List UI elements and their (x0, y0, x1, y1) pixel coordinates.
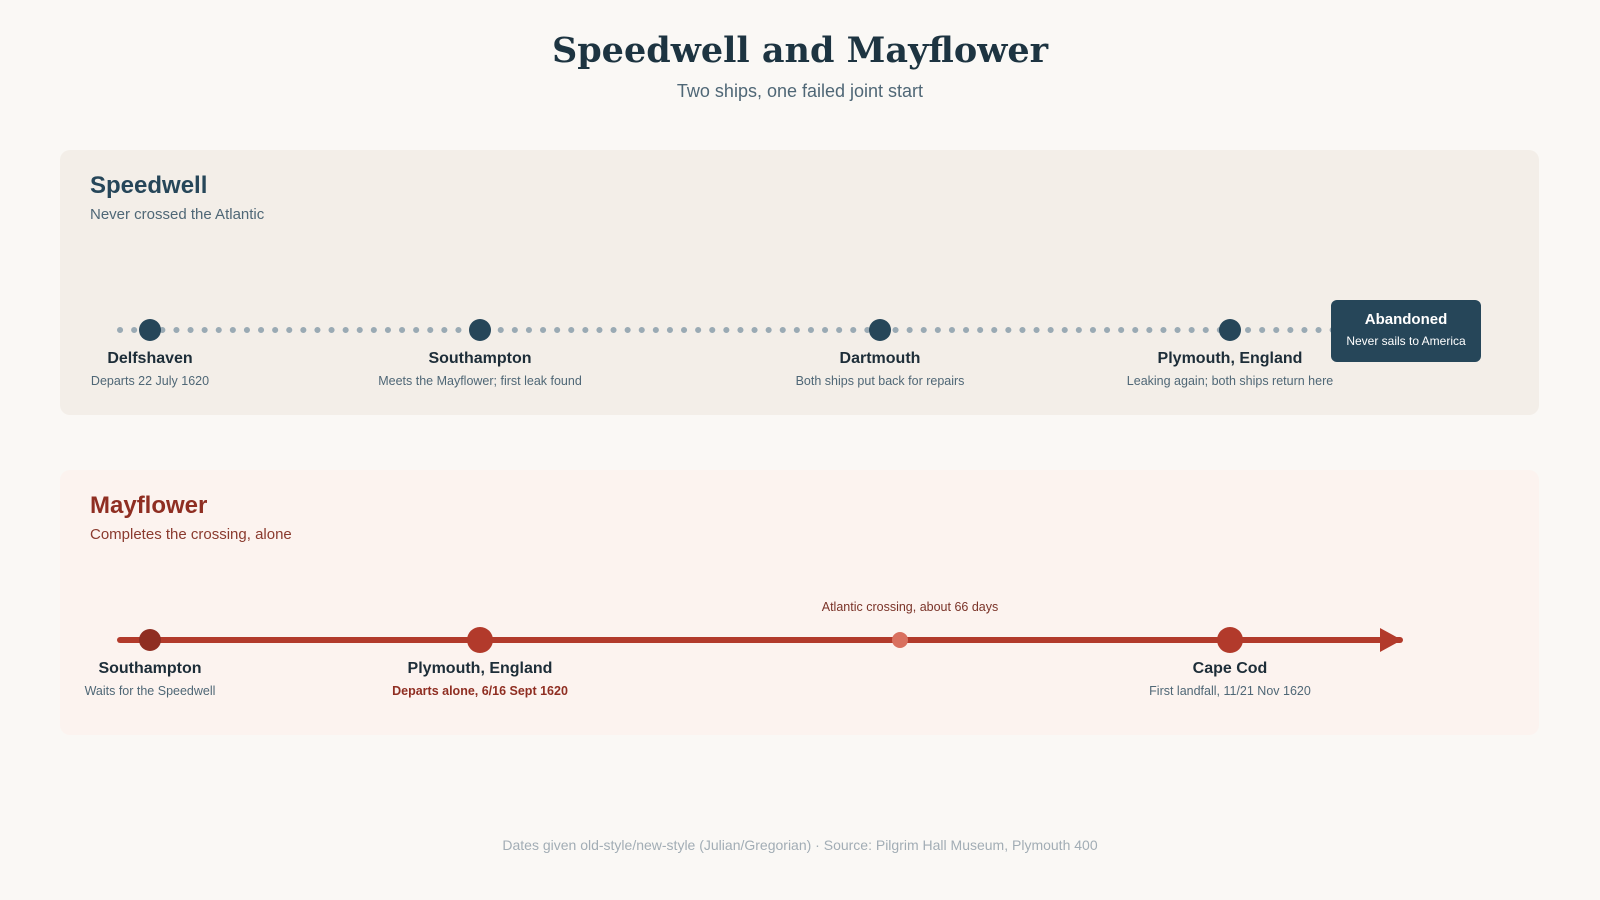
mayflower-subtitle: Completes the crossing, alone (90, 526, 292, 543)
stop-note: Departs 22 July 1620 (90, 374, 210, 388)
speedwell-stop-delfshaven: Delfshaven Departs 22 July 1620 (0, 350, 300, 388)
abandoned-note: Never sails to America (1346, 334, 1466, 348)
mayflower-stop-southampton: Southampton Waits for the Speedwell (0, 660, 300, 698)
mayflower-panel: Mayflower Completes the crossing, alone … (60, 470, 1539, 735)
stop-note: First landfall, 11/21 Nov 1620 (1149, 684, 1311, 698)
speedwell-subtitle: Never crossed the Atlantic (90, 206, 265, 223)
speedwell-title: Speedwell (90, 172, 208, 199)
speedwell-node-plymouth (1219, 319, 1241, 341)
mayflower-node-midocean (892, 632, 908, 648)
stop-name: Plymouth, England (407, 660, 553, 677)
stop-note: Meets the Mayflower; first leak found (378, 374, 582, 388)
mayflower-title: Mayflower (90, 492, 208, 519)
mayflower-node-southampton (139, 629, 161, 651)
stop-name: Plymouth, England (1157, 350, 1303, 367)
mayflower-node-plymouth (467, 627, 493, 653)
mayflower-stop-plymouth: Plymouth, England Departs alone, 6/16 Se… (330, 660, 630, 698)
stop-name: Southampton (98, 660, 202, 677)
stop-note: Leaking again; both ships return here (1126, 374, 1334, 388)
speedwell-stop-southampton: Southampton Meets the Mayflower; first l… (330, 350, 630, 388)
stop-note: Waits for the Speedwell (84, 684, 216, 698)
stop-name: Southampton (428, 350, 532, 367)
page-title: Speedwell and Mayflower (551, 30, 1049, 71)
stop-name: Cape Cod (1192, 660, 1268, 677)
stop-name: Dartmouth (839, 350, 921, 367)
speedwell-stop-plymouth: Plymouth, England Leaking again; both sh… (1080, 350, 1380, 388)
stop-note: Departs alone, 6/16 Sept 1620 (392, 684, 568, 698)
mayflower-arrowhead-icon (1380, 628, 1402, 652)
speedwell-node-delfshaven (139, 319, 161, 341)
abandoned-badge: Abandoned Never sails to America (1331, 300, 1481, 362)
speedwell-node-dartmouth (869, 319, 891, 341)
footer-source-note: Dates given old-style/new-style (Julian/… (502, 837, 1098, 853)
speedwell-stop-dartmouth: Dartmouth Both ships put back for repair… (730, 350, 1030, 388)
stop-note: Both ships put back for repairs (795, 374, 965, 388)
abandoned-title: Abandoned (1364, 311, 1448, 328)
speedwell-track (117, 319, 1483, 341)
mayflower-track (117, 627, 1403, 653)
stop-name: Delfshaven (107, 350, 193, 367)
page-subtitle: Two ships, one failed joint start (676, 81, 924, 101)
speedwell-node-southampton (469, 319, 491, 341)
crossing-label: Atlantic crossing, about 66 days (821, 600, 999, 614)
speedwell-panel: Speedwell Never crossed the Atlantic Del… (60, 150, 1539, 415)
mayflower-stop-capecod: Cape Cod First landfall, 11/21 Nov 1620 (1080, 660, 1380, 698)
mayflower-node-capecod (1217, 627, 1243, 653)
